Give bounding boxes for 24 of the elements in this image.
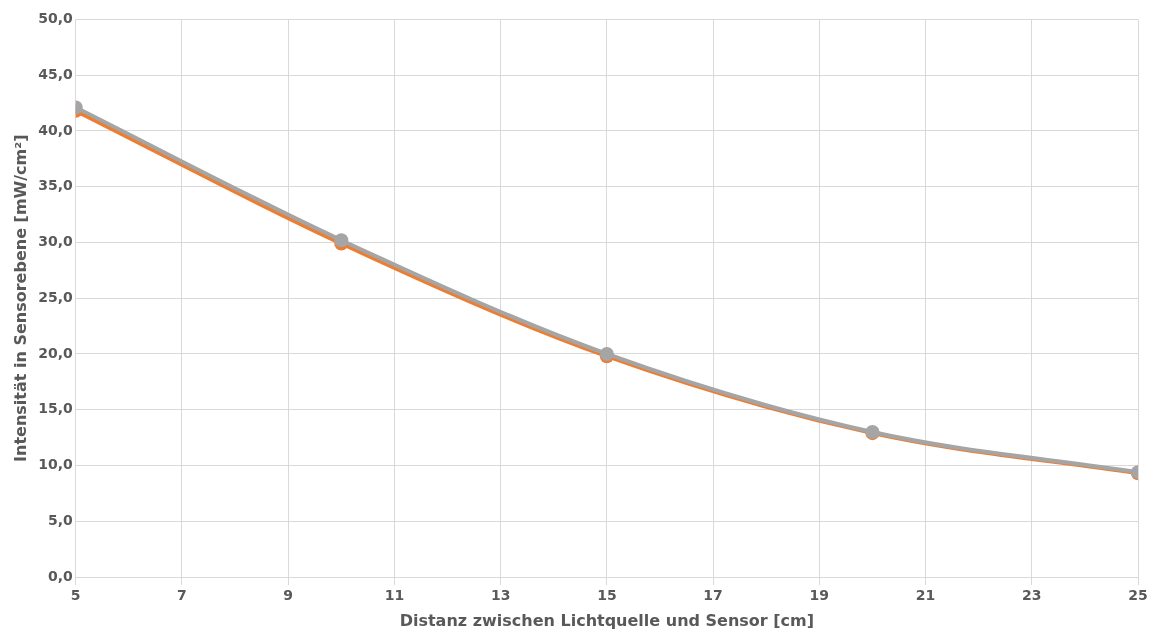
y-tick-label: 45,0 (38, 65, 73, 82)
x-tick-label: 5 (70, 587, 81, 604)
y-tick-label: 30,0 (38, 233, 73, 250)
y-tick-label: 35,0 (38, 177, 73, 194)
x-tick-label: 25 (1128, 587, 1148, 604)
y-tick-label: 0,0 (47, 567, 73, 584)
y-tick-label: 15,0 (38, 400, 73, 417)
x-tick-label: 21 (915, 587, 936, 604)
x-tick-label: 19 (809, 587, 830, 604)
x-tick-label: 9 (283, 587, 294, 604)
y-tick-label: 20,0 (38, 344, 73, 361)
y-tick-label: 10,0 (38, 456, 73, 473)
x-tick-label: 11 (384, 587, 405, 604)
x-tick-label: 15 (597, 587, 617, 604)
x-tick-label: 17 (703, 587, 723, 604)
x-tick-label: 23 (1022, 587, 1042, 604)
x-axis-title: Distanz zwischen Lichtquelle und Sensor [cm] (399, 610, 815, 630)
y-tick-label: 25,0 (38, 288, 73, 305)
y-tick-label: 50,0 (38, 10, 73, 27)
x-tick-label: 7 (177, 587, 187, 604)
y-tick-label: 40,0 (38, 121, 73, 138)
y-tick-label: 5,0 (47, 511, 73, 528)
y-axis-title: Intensität in Sensorebene [mW/cm²] (10, 134, 30, 462)
x-tick-label: 13 (490, 587, 511, 604)
